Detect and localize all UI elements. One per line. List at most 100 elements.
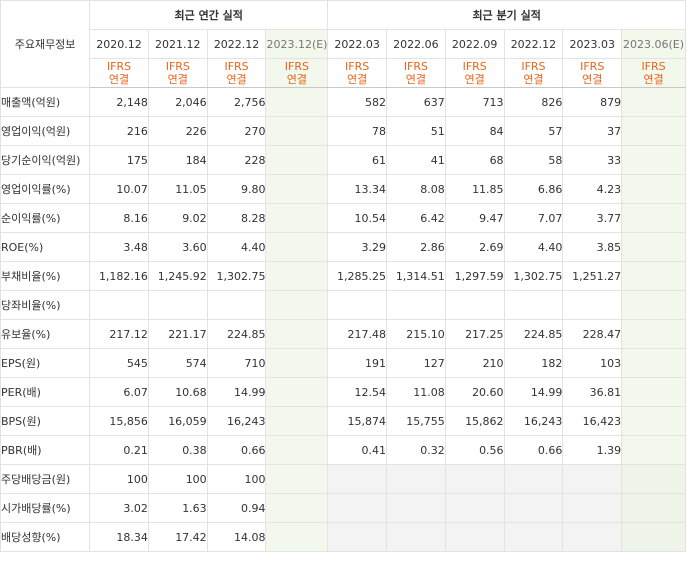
period-header: 2023.06(E)	[621, 29, 686, 59]
quarterly-value-cell: 68	[444, 145, 505, 175]
table-row: 당기순이익(억원) 175 184 228 61 41 68 58 33	[0, 145, 686, 175]
table-row: PBR(배) 0.21 0.38 0.66 0.41 0.32 0.56 0.66 1.39	[0, 435, 686, 465]
annual-value-cell: 3.60	[147, 232, 208, 262]
table-row: EPS(원) 545 574 710 191 127 210 182 103	[0, 348, 686, 378]
quarterly-value-cell	[444, 522, 505, 552]
ifrs-label: IFRS	[641, 60, 666, 73]
quarterly-group-header: 최근 분기 실적	[327, 0, 686, 30]
annual-value-cell: 0.94	[206, 493, 267, 523]
quarterly-value-cell: 3.85	[562, 232, 623, 262]
consolidated-label: 연결	[226, 73, 247, 86]
table-row: BPS(원) 15,856 16,059 16,243 15,874 15,755 15,8…	[0, 406, 686, 436]
annual-value-cell: 184	[147, 145, 208, 175]
annual-value-cell	[265, 261, 329, 291]
quarterly-value-cell	[621, 87, 686, 117]
quarterly-value-cell: 582	[327, 87, 388, 117]
annual-value-cell: 9.02	[147, 203, 208, 233]
quarterly-value-cell	[621, 116, 686, 146]
annual-value-cell	[265, 435, 329, 465]
annual-value-cell: 17.42	[147, 522, 208, 552]
annual-value-cell: 18.34	[89, 522, 149, 552]
annual-value-cell: 217.12	[89, 319, 149, 349]
annual-value-cell	[265, 464, 329, 494]
quarterly-value-cell	[562, 290, 623, 320]
ifrs-label: IFRS	[345, 60, 370, 73]
table-row: PER(배) 6.07 10.68 14.99 12.54 11.08 20.60 14.99…	[0, 377, 686, 407]
ifrs-basis-header: IFRS 연결	[147, 58, 208, 88]
annual-value-cell: 1.63	[147, 493, 208, 523]
annual-value-cell: 224.85	[206, 319, 267, 349]
annual-value-cell	[147, 290, 208, 320]
annual-value-cell	[265, 203, 329, 233]
period-header: 2023.12(E)	[265, 29, 329, 59]
row-label: 순이익률(%)	[0, 203, 91, 233]
quarterly-value-cell	[327, 464, 388, 494]
table-row: 매출액(억원) 2,148 2,046 2,756 582 637 713 826 879	[0, 87, 686, 117]
consolidated-label: 연결	[347, 73, 368, 86]
quarterly-value-cell: 0.41	[327, 435, 388, 465]
quarterly-value-cell	[621, 493, 686, 523]
annual-value-cell	[265, 145, 329, 175]
ifrs-label: IFRS	[580, 60, 605, 73]
quarterly-value-cell: 713	[444, 87, 505, 117]
table-row: 유보율(%) 217.12 221.17 224.85 217.48 215.10 217.…	[0, 319, 686, 349]
table-row: 순이익률(%) 8.16 9.02 8.28 10.54 6.42 9.47 7.07 3.77	[0, 203, 686, 233]
quarterly-value-cell	[503, 464, 564, 494]
quarterly-value-cell	[386, 493, 446, 523]
quarterly-value-cell: 10.54	[327, 203, 388, 233]
table-row: 영업이익(억원) 216 226 270 78 51 84 57 37	[0, 116, 686, 146]
annual-value-cell	[265, 232, 329, 262]
quarterly-value-cell	[621, 406, 686, 436]
annual-value-cell: 14.99	[206, 377, 267, 407]
quarterly-value-cell: 7.07	[503, 203, 564, 233]
annual-value-cell: 3.48	[89, 232, 149, 262]
row-label: 영업이익(억원)	[0, 116, 91, 146]
quarterly-value-cell: 127	[386, 348, 446, 378]
table-row: 배당성향(%) 18.34 17.42 14.08	[0, 522, 686, 552]
row-label: PBR(배)	[0, 435, 91, 465]
quarterly-value-cell: 217.25	[444, 319, 505, 349]
quarterly-value-cell	[386, 522, 446, 552]
quarterly-value-cell: 0.66	[503, 435, 564, 465]
quarterly-value-cell: 4.40	[503, 232, 564, 262]
period-header: 2022.12	[503, 29, 564, 59]
quarterly-value-cell	[503, 493, 564, 523]
annual-value-cell: 100	[89, 464, 149, 494]
annual-value-cell: 3.02	[89, 493, 149, 523]
row-label: 당좌비율(%)	[0, 290, 91, 320]
quarterly-value-cell	[562, 493, 623, 523]
quarterly-value-cell: 51	[386, 116, 446, 146]
annual-value-cell: 10.68	[147, 377, 208, 407]
table-row: 당좌비율(%)	[0, 290, 686, 320]
consolidated-label: 연결	[405, 73, 427, 86]
annual-value-cell: 6.07	[89, 377, 149, 407]
annual-value-cell: 16,243	[206, 406, 267, 436]
quarterly-value-cell: 3.77	[562, 203, 623, 233]
consolidated-label: 연결	[286, 73, 307, 86]
quarterly-value-cell	[621, 319, 686, 349]
annual-value-cell: 2,046	[147, 87, 208, 117]
annual-value-cell: 100	[147, 464, 208, 494]
annual-value-cell: 175	[89, 145, 149, 175]
quarterly-value-cell: 1,297.59	[444, 261, 505, 291]
quarterly-value-cell: 3.29	[327, 232, 388, 262]
annual-value-cell: 545	[89, 348, 149, 378]
ifrs-label: IFRS	[106, 60, 132, 73]
ifrs-basis-header: IFRS 연결	[89, 58, 149, 88]
quarterly-value-cell: 12.54	[327, 377, 388, 407]
period-header: 2023.03	[562, 29, 623, 59]
quarterly-value-cell: 2.69	[444, 232, 505, 262]
ifrs-basis-header: IFRS 연결	[503, 58, 564, 88]
annual-value-cell: 1,245.92	[147, 261, 208, 291]
quarterly-value-cell: 15,874	[327, 406, 388, 436]
row-label: 배당성향(%)	[0, 522, 91, 552]
period-header: 2022.03	[327, 29, 388, 59]
annual-value-cell: 0.21	[89, 435, 149, 465]
annual-value-cell	[89, 290, 149, 320]
row-label: ROE(%)	[0, 232, 91, 262]
annual-value-cell	[265, 116, 329, 146]
quarterly-value-cell	[621, 522, 686, 552]
annual-value-cell: 4.40	[206, 232, 267, 262]
period-header: 2022.06	[386, 29, 446, 59]
quarterly-value-cell: 210	[444, 348, 505, 378]
